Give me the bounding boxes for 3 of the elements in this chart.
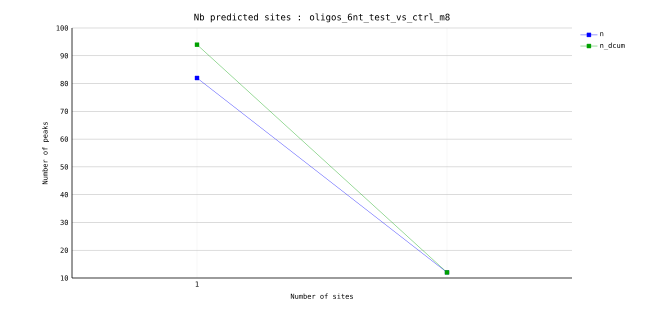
point xyxy=(194,42,200,47)
chart-title: Nb predicted sites : oligos_6nt_test_vs_ctrl_m8 xyxy=(194,13,450,22)
point xyxy=(194,76,200,80)
